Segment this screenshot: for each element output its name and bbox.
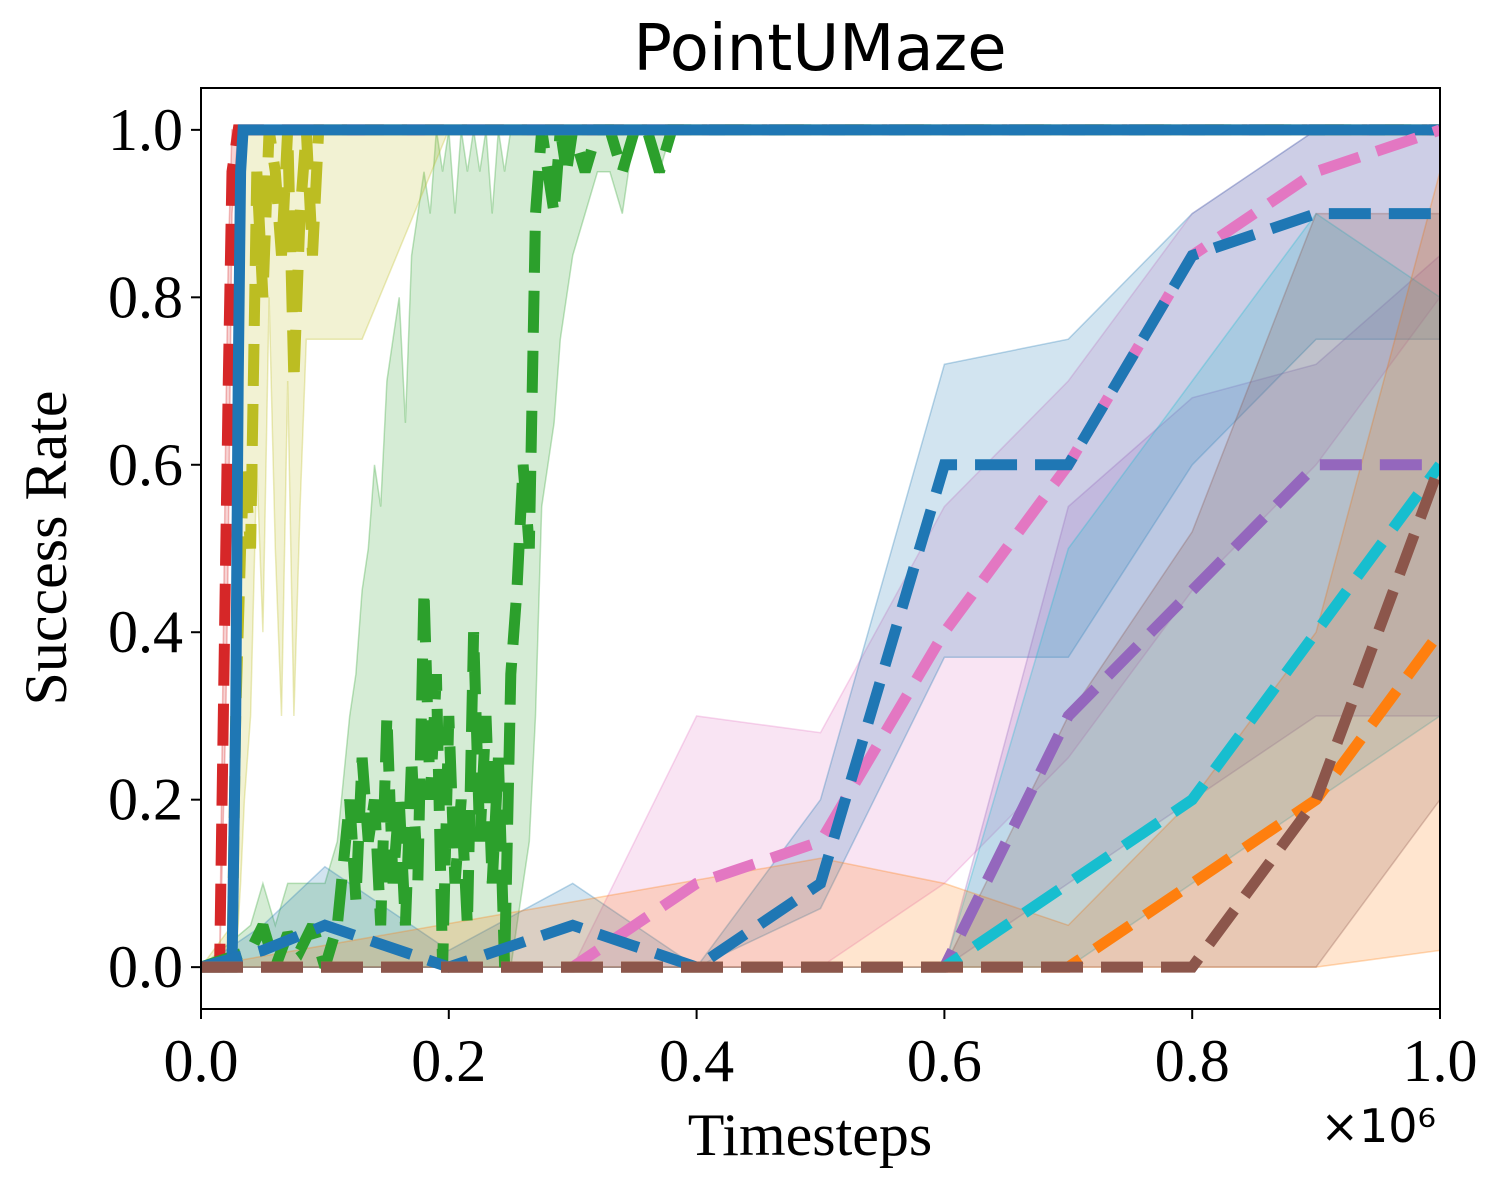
x-tick-label: 0.8 <box>1155 1028 1230 1094</box>
series-line-2 <box>201 124 1440 973</box>
y-tick-label: 0.4 <box>108 599 183 665</box>
series-line-3 <box>201 124 1440 973</box>
y-tick-label: 0.8 <box>108 264 183 330</box>
series-line-1 <box>201 124 1440 973</box>
chart-title: PointUMaze <box>633 12 1006 86</box>
confidence-band-5 <box>201 129 1440 969</box>
plot-frame <box>200 87 1441 1010</box>
y-axis-ticks: 0.0 0.2 0.4 0.6 0.8 1.0 <box>108 97 201 1000</box>
x-axis-label: Timesteps <box>688 1102 933 1168</box>
y-tick-label: 0.0 <box>108 934 183 1000</box>
series-line-9 <box>201 462 1440 973</box>
x-tick-label: 0.6 <box>907 1028 982 1094</box>
x-tick-label: 0.0 <box>164 1028 239 1094</box>
series-lines <box>201 124 1440 974</box>
y-tick-label: 0.2 <box>108 767 183 833</box>
x-axis-offset-label: ×10⁶ <box>1320 1099 1436 1153</box>
x-axis-ticks: 0.0 0.2 0.4 0.6 0.8 1.0 <box>164 1009 1478 1094</box>
x-tick-label: 0.4 <box>659 1028 734 1094</box>
y-axis-label: Success Rate <box>13 391 79 706</box>
confidence-band-8 <box>201 171 1440 968</box>
x-tick-label: 1.0 <box>1403 1028 1478 1094</box>
x-tick-label: 0.2 <box>411 1028 486 1094</box>
y-tick-label: 1.0 <box>108 97 183 163</box>
y-tick-label: 0.6 <box>108 432 183 498</box>
confidence-band-4 <box>201 129 1440 968</box>
